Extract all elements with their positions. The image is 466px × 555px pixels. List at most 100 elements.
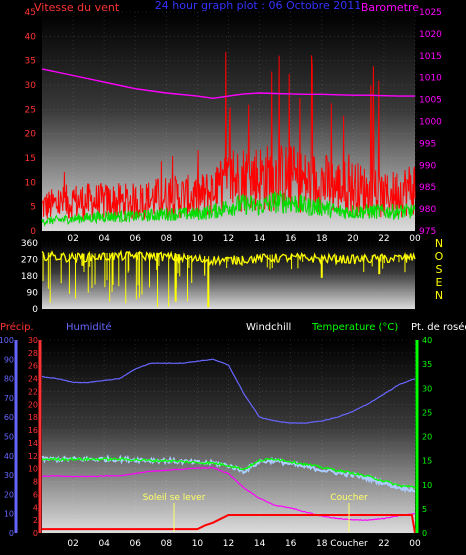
temperature-label: Temperature (°C)	[311, 322, 398, 333]
barometer-series	[41, 68, 415, 100]
humidity-label: Humidité	[66, 321, 112, 333]
wind-speed-label: Vitesse du vent	[34, 1, 120, 14]
x-axis-tick: 16	[285, 234, 297, 244]
baro-axis-tick: 990	[419, 161, 436, 171]
sunset-axis-label: Coucher	[330, 539, 368, 549]
compass-letter: N	[435, 289, 443, 302]
average-wind-series	[41, 190, 416, 227]
direction-plot-area	[42, 243, 415, 309]
x-axis-tick: 00	[409, 539, 421, 549]
x-axis-tick: 14	[254, 234, 266, 244]
precip-axis-tick: 30	[28, 336, 38, 345]
precip-axis-tick: 4	[33, 503, 38, 512]
precip-axis-tick: 16	[28, 426, 38, 435]
precip-axis-tick: 14	[28, 439, 38, 448]
x-axis-tick: 16	[285, 539, 297, 549]
temperature-axis-tick: 20	[422, 433, 432, 442]
x-axis-tick: 12	[223, 539, 234, 549]
sunset-label: Coucher	[330, 493, 368, 503]
humidity-axis-tick: 0	[9, 529, 14, 538]
wind-axis-tick: 15	[25, 154, 36, 164]
windchill-label: Windchill	[246, 322, 291, 333]
x-axis-tick: 10	[192, 539, 204, 549]
precip-axis-tick: 28	[28, 349, 38, 358]
humidity-axis-tick: 40	[4, 452, 14, 461]
baro-axis-tick: 985	[419, 183, 436, 193]
wind-axis-tick: 25	[25, 105, 36, 115]
temperature-axis-tick: 0	[422, 529, 427, 538]
direction-axis-tick: 0	[32, 305, 38, 315]
axes: 0510152025303540459759809859909951000100…	[0, 8, 442, 549]
precip-axis-tick: 0	[33, 529, 38, 538]
x-axis-tick: 20	[347, 234, 359, 244]
temperature-axis-tick: 30	[422, 384, 432, 393]
temperature-axis-tick: 5	[422, 505, 427, 514]
x-axis-tick: 08	[161, 234, 173, 244]
direction-series	[41, 249, 416, 308]
barometer-label: Barometre	[361, 1, 419, 14]
precip-axis-tick: 6	[33, 490, 38, 499]
precip-axis-tick: 18	[28, 413, 38, 422]
temperature-axis-tick: 40	[422, 336, 432, 345]
wind-axis-tick: 35	[25, 57, 36, 67]
precip-axis-tick: 24	[28, 375, 38, 384]
baro-axis-tick: 1015	[419, 52, 442, 62]
precip-axis-tick: 20	[28, 400, 38, 409]
precip-axis-tick: 2	[33, 516, 38, 525]
x-axis-tick: 02	[67, 539, 78, 549]
precip-axis-tick: 26	[28, 362, 38, 371]
baro-axis-tick: 1020	[419, 30, 442, 40]
dewpoint-series	[41, 466, 416, 521]
compass-letter: N	[435, 237, 443, 250]
humidity-axis-tick: 20	[4, 490, 14, 499]
x-axis-tick: 14	[254, 539, 266, 549]
wind-axis-tick: 5	[30, 203, 36, 213]
wind-axis-tick: 40	[25, 32, 37, 42]
humidity-axis-tick: 80	[4, 375, 14, 384]
dewpoint-label: Pt. de rosée	[411, 321, 466, 333]
wind-axis-tick: 30	[25, 81, 37, 91]
wind-direction-series	[41, 249, 416, 267]
lower-plot-area	[42, 340, 415, 533]
humidity-axis-tick: 60	[4, 413, 14, 422]
baro-axis-tick: 995	[419, 139, 436, 149]
x-axis-tick: 00	[409, 234, 421, 244]
x-axis-tick: 06	[130, 234, 142, 244]
x-axis-tick: 22	[378, 234, 389, 244]
compass-letter: S	[436, 263, 443, 276]
chart-title: 24 hour graph plot : 06 Octobre 2011	[155, 0, 361, 12]
precip-axis-tick: 10	[28, 465, 38, 474]
humidity-axis-tick: 100	[0, 336, 14, 345]
humidity-axis-tick: 90	[4, 355, 14, 364]
baro-axis-tick: 975	[419, 227, 436, 237]
compass-letter: E	[436, 276, 443, 289]
compass-letter: O	[435, 250, 444, 263]
direction-axis-tick: 180	[21, 272, 38, 282]
temperature-axis-tick: 25	[422, 408, 432, 417]
x-axis-tick: 22	[378, 539, 389, 549]
temperature-axis-tick: 15	[422, 457, 432, 466]
top-grid	[42, 11, 416, 232]
temperature-axis-tick: 35	[422, 360, 432, 369]
top-series	[41, 51, 416, 227]
sunrise-label: Soleil se lever	[143, 493, 206, 503]
humidity-series	[42, 358, 416, 424]
precip-axis-tick: 22	[28, 387, 38, 396]
wind-axis-tick: 0	[30, 227, 36, 237]
precip-axis-tick: 8	[33, 478, 38, 487]
x-axis-tick: 04	[98, 234, 110, 244]
x-axis-tick: 08	[161, 539, 173, 549]
humidity-axis-tick: 50	[4, 433, 14, 442]
temperature-series	[41, 456, 416, 489]
precip-axis-tick: 12	[28, 452, 38, 461]
wind-axis-tick: 10	[25, 178, 37, 188]
lower-series	[41, 358, 416, 534]
lower-grid	[42, 339, 416, 534]
temperature-axis-tick: 10	[422, 481, 432, 490]
x-axis-tick: 18	[316, 234, 328, 244]
baro-axis-tick: 1000	[419, 118, 442, 128]
humidity-axis-tick: 70	[4, 394, 14, 403]
x-axis-tick: 10	[192, 234, 204, 244]
